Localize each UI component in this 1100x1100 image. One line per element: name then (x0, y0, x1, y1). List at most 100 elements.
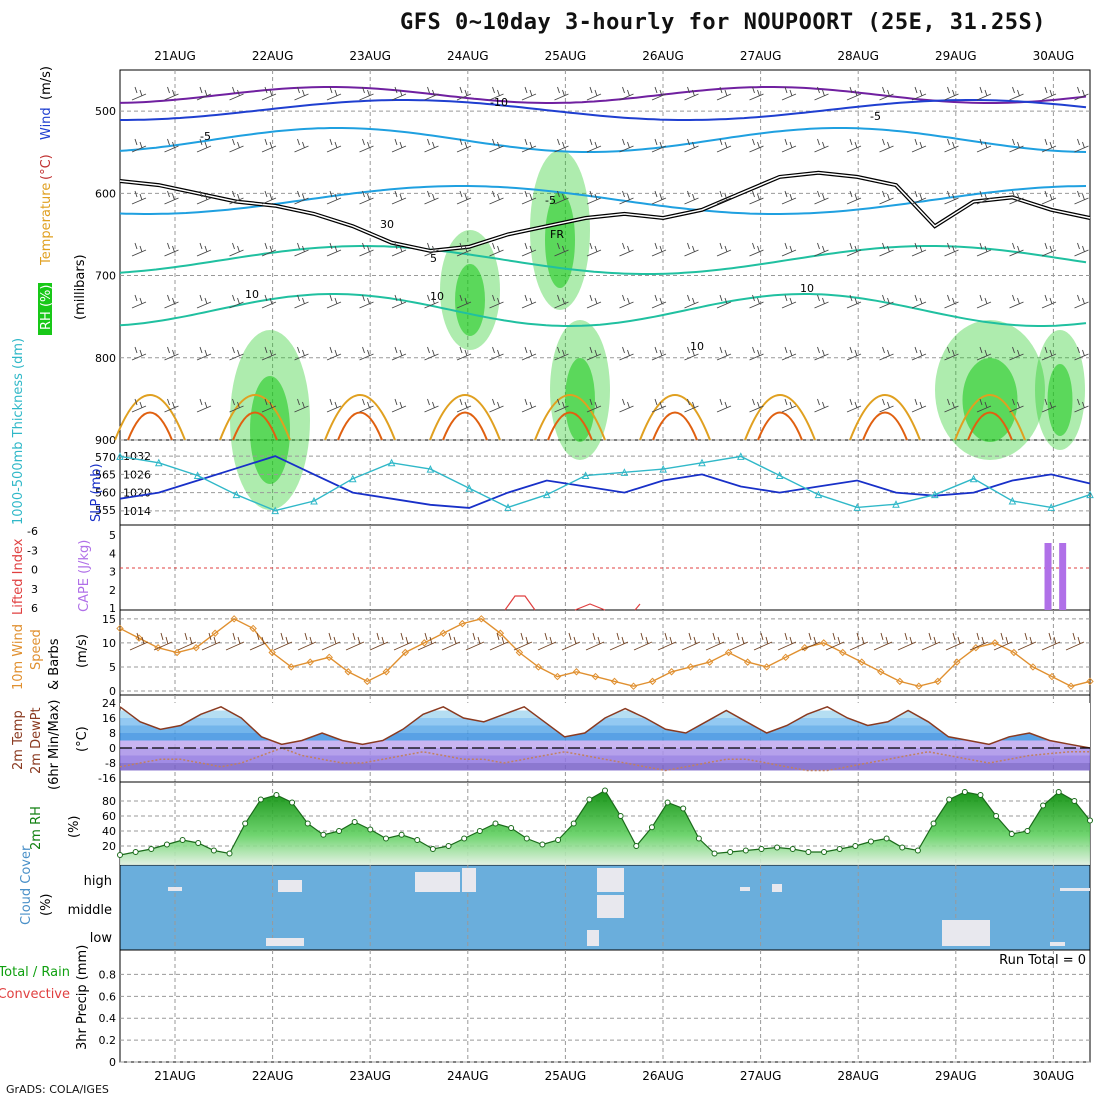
temp-tick: -16 (98, 772, 116, 785)
wind10m-marker (896, 677, 904, 686)
contour-label: 30 (380, 218, 394, 231)
wind-barb (131, 398, 147, 413)
thickness-marker (387, 458, 396, 467)
wind10m-barb (273, 632, 293, 651)
date-label-top: 28AUG (837, 49, 879, 63)
wind-barb (911, 86, 927, 101)
temp-tick: 8 (109, 727, 116, 740)
wind10m-barb (801, 632, 821, 651)
temp-contour-hot (232, 411, 278, 441)
rh-marker (351, 819, 358, 825)
wind-barb (944, 398, 959, 413)
wind-barb (131, 294, 147, 309)
wind10m-barb (297, 632, 317, 651)
wind-barb (294, 346, 309, 361)
thickness-marker (154, 458, 163, 467)
wind10m-barb (1065, 632, 1085, 651)
wind-barb (164, 294, 179, 309)
rh-marker (1040, 802, 1047, 809)
temp-contour-warm (219, 394, 291, 441)
rh-marker (476, 828, 483, 834)
wind10m-barb (321, 632, 341, 651)
wind-barb (944, 294, 959, 309)
precip-tick: 0 (109, 1056, 116, 1069)
wind10m-marker (743, 658, 752, 666)
date-label-bottom: 30AUG (1033, 1069, 1075, 1083)
wind-barb (846, 242, 862, 257)
wind-barb (456, 398, 472, 413)
wind-barb (1041, 242, 1057, 257)
wind-barb (229, 346, 244, 361)
wind10m-marker (515, 648, 524, 657)
li-axis-label: Lifted Index (11, 538, 26, 615)
thickness-marker (542, 490, 551, 499)
wind-barb (619, 346, 634, 361)
wind10m-barbs-label: & Barbs (47, 638, 62, 690)
thickness-marker (426, 465, 435, 473)
wind-barb (749, 294, 764, 309)
rh-marker (336, 828, 343, 834)
pressure-tick-label: 700 (95, 270, 116, 283)
wind-barb (326, 86, 342, 101)
date-label-bottom: 26AUG (642, 1069, 684, 1083)
wind-barb (879, 190, 894, 205)
rh-shade-core (250, 376, 290, 484)
wind-barb (294, 242, 309, 257)
wind-barb (424, 294, 439, 309)
wind-barb (391, 346, 407, 361)
wind10m-barb (681, 632, 701, 651)
wind-barb (521, 294, 537, 309)
wind-barb (554, 242, 569, 257)
wind10m-barb (969, 632, 989, 651)
wind-barb (944, 346, 959, 361)
wind-barb (716, 86, 732, 101)
wind-barb (196, 294, 212, 309)
wind10m-marker (762, 663, 771, 671)
wind-barb (749, 190, 764, 205)
wind-barb (424, 398, 439, 413)
wind-barb (911, 398, 927, 413)
wind-barb (391, 86, 407, 101)
wind-barb (976, 190, 992, 205)
rh-marker (132, 849, 139, 855)
temp-band (120, 733, 1090, 741)
wind10m-marker (496, 629, 505, 637)
wind-barb (684, 242, 699, 257)
temp-tick: 0 (109, 742, 116, 755)
thickness-marker (814, 490, 823, 499)
wind10m-barb (897, 632, 917, 651)
rh-marker (461, 835, 468, 842)
wind-barb (521, 86, 537, 101)
rh-marker (711, 850, 718, 857)
date-label-bottom: 23AUG (349, 1069, 391, 1083)
wind10m-marker (249, 624, 257, 633)
temp-band (120, 763, 1090, 771)
wind-barb (814, 294, 829, 309)
wind-barb (261, 294, 277, 309)
wind10m-barb (1041, 632, 1061, 651)
wind-barb (716, 398, 732, 413)
wind10m-marker (268, 648, 276, 657)
contour-label: FR (550, 228, 564, 241)
temp-band (120, 755, 1090, 763)
rh-marker (117, 852, 123, 858)
wind-barb (1074, 138, 1089, 153)
precip-axis-label: 3hr Precip (mm) (75, 945, 90, 1050)
wind-barb (359, 346, 374, 361)
wind-barb (424, 138, 439, 153)
wind-barb (229, 138, 244, 153)
wind-tick: 15 (102, 613, 116, 626)
wind-barb (489, 190, 504, 205)
wind-barb (1009, 294, 1024, 309)
wind-barb (456, 294, 472, 309)
wind-barb (846, 86, 862, 101)
wind-barb (846, 398, 862, 413)
wind-barb (716, 138, 732, 153)
rh-marker (993, 813, 1000, 819)
wind-barb (586, 346, 602, 361)
rh-marker (867, 838, 874, 845)
precip-tick: 0.2 (99, 1034, 117, 1047)
temp-band (120, 718, 1090, 726)
temp-tick: 24 (102, 697, 116, 710)
wind-barb (911, 294, 927, 309)
